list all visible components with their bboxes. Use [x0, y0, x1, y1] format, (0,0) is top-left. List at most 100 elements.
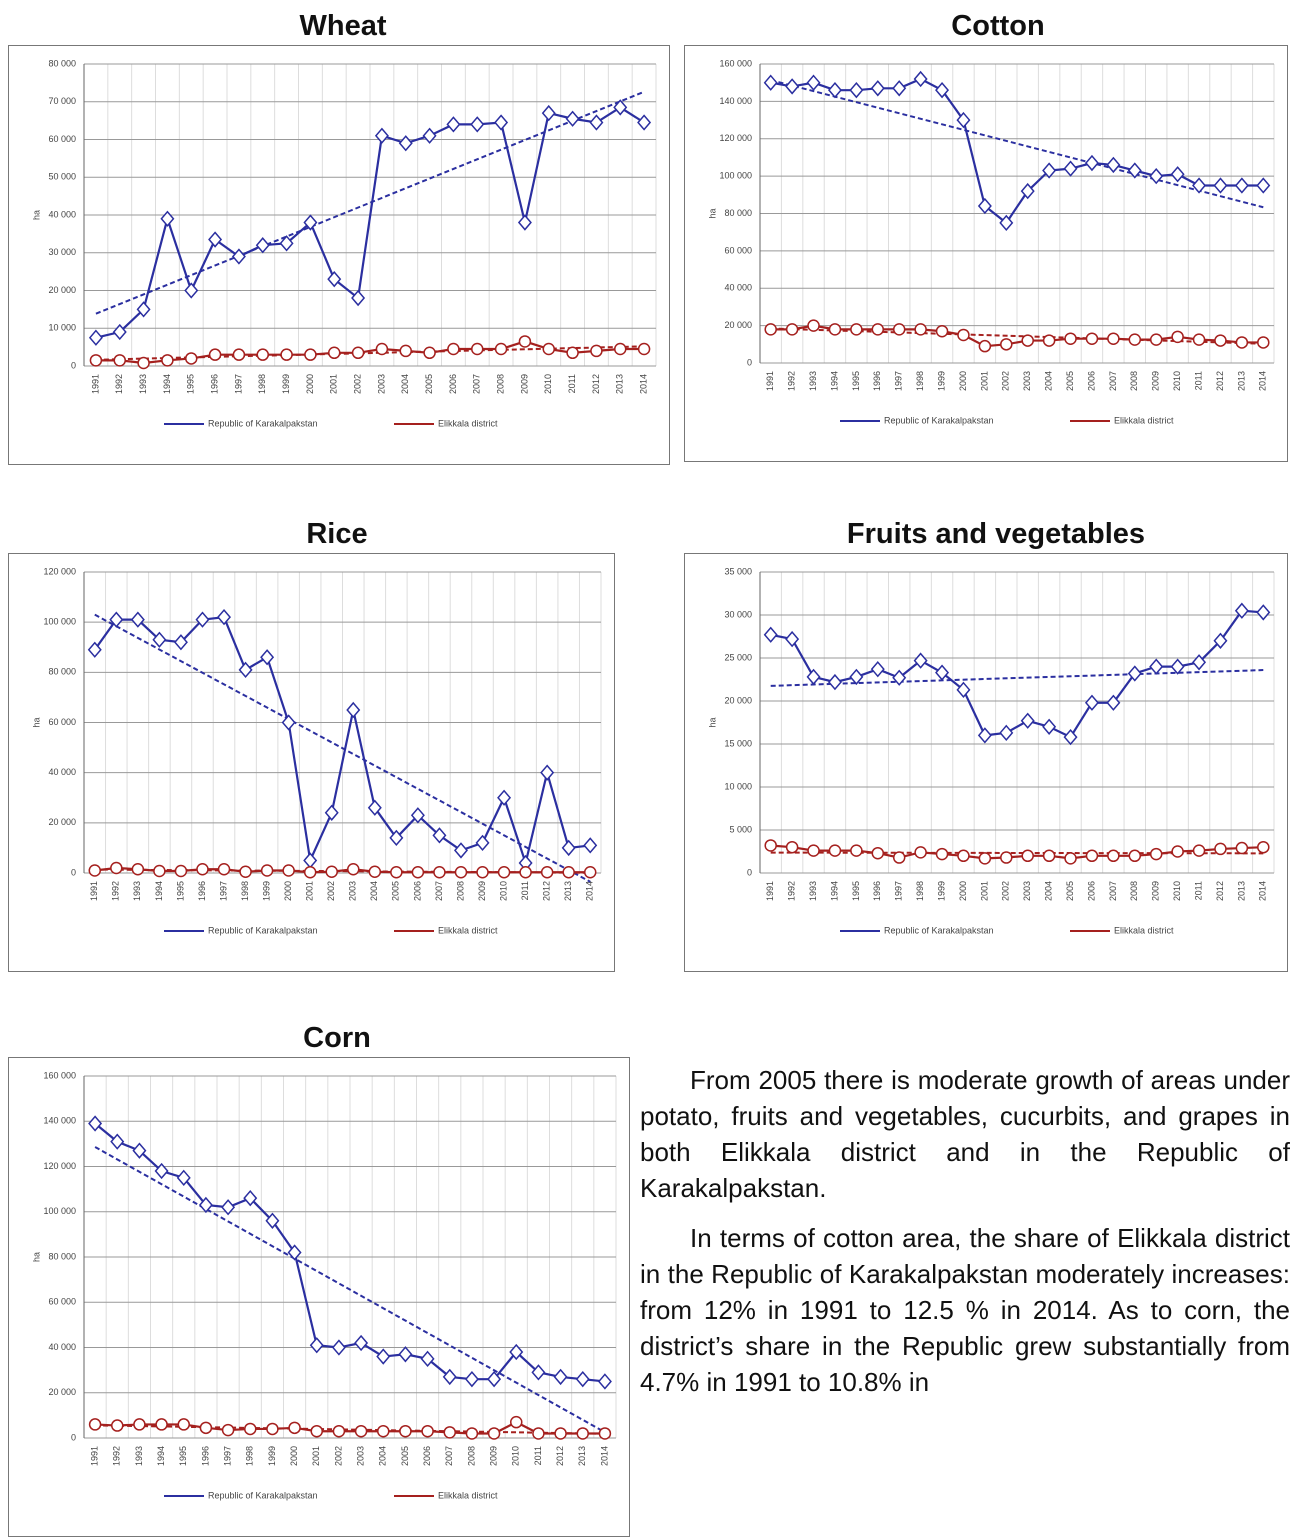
- y-tick-label: 40 000: [48, 209, 76, 219]
- marker: [266, 1422, 279, 1436]
- marker: [827, 673, 842, 691]
- marker: [583, 837, 598, 854]
- marker: [1085, 849, 1099, 863]
- marker: [1021, 849, 1034, 863]
- x-tick-label: 1999: [936, 371, 946, 391]
- chart: 0 20 000 40 000 60 000 80 000 100 000 120 000 h…: [8, 553, 615, 972]
- y-tick-label: 100 000: [43, 617, 76, 627]
- marker: [131, 862, 145, 876]
- x-tick-label: 2011: [520, 881, 530, 900]
- x-tick-label: 2009: [519, 374, 529, 394]
- marker: [871, 323, 885, 336]
- marker: [935, 664, 950, 681]
- x-tick-label: 2012: [1215, 371, 1225, 391]
- marker: [541, 104, 556, 122]
- marker: [398, 135, 413, 152]
- x-tick-label: 1991: [89, 881, 99, 901]
- marker: [279, 235, 294, 252]
- x-tick-label: 2002: [1001, 371, 1011, 391]
- y-tick-label: 20 000: [48, 817, 76, 827]
- trend-line: [94, 1146, 606, 1434]
- marker: [88, 864, 102, 877]
- x-tick-label: 2006: [1086, 371, 1096, 391]
- marker: [287, 1244, 302, 1261]
- marker: [351, 346, 365, 360]
- x-tick-label: 1999: [281, 374, 291, 394]
- marker: [977, 727, 992, 744]
- y-tick-label: 35 000: [724, 566, 752, 576]
- marker: [265, 1212, 280, 1229]
- marker: [914, 846, 927, 859]
- x-tick-label: 2014: [599, 1446, 609, 1466]
- marker: [1149, 847, 1163, 861]
- x-tick-label: 1995: [175, 881, 185, 901]
- marker: [325, 865, 338, 878]
- trend-line: [95, 90, 645, 315]
- marker: [892, 851, 906, 864]
- marker: [185, 352, 198, 365]
- legend-label: Republic of Karakalpakstan: [208, 925, 318, 935]
- trend-line: [770, 669, 1264, 687]
- x-tick-label: 2002: [333, 1446, 343, 1466]
- marker: [1063, 160, 1078, 177]
- y-tick-label: 20 000: [48, 285, 76, 295]
- marker: [540, 764, 555, 781]
- x-tick-label: 2013: [563, 881, 573, 901]
- x-tick-label: 2002: [1001, 881, 1011, 901]
- marker: [914, 323, 927, 336]
- trend-line: [770, 79, 1264, 209]
- marker: [446, 116, 461, 133]
- marker: [184, 282, 199, 299]
- marker: [332, 1424, 346, 1438]
- marker: [1235, 336, 1249, 349]
- y-tick-label: 100 000: [719, 171, 752, 181]
- marker: [368, 865, 382, 878]
- marker: [487, 1371, 502, 1388]
- x-tick-label: 2003: [376, 374, 386, 394]
- x-tick-label: 1992: [111, 881, 121, 901]
- marker: [420, 1350, 435, 1367]
- marker: [785, 78, 800, 95]
- y-tick-label: 80 000: [48, 667, 76, 677]
- paragraph: From 2005 there is moderate growth of ar…: [640, 1065, 1290, 1203]
- marker: [518, 335, 532, 348]
- x-tick-label: 1997: [222, 1446, 232, 1466]
- y-axis-label: ha: [707, 208, 717, 218]
- marker: [956, 681, 971, 698]
- marker: [347, 862, 360, 876]
- marker: [1149, 333, 1163, 346]
- x-tick-label: 2007: [472, 374, 482, 394]
- marker: [174, 864, 188, 878]
- x-tick-label: 2004: [1044, 371, 1054, 391]
- marker: [331, 1339, 346, 1356]
- x-tick-label: 2004: [369, 881, 379, 901]
- marker: [1257, 840, 1270, 854]
- marker: [260, 864, 274, 877]
- trend-line: [94, 613, 591, 883]
- marker: [807, 844, 820, 857]
- y-tick-label: 50 000: [48, 172, 76, 182]
- marker: [1149, 167, 1164, 185]
- marker: [88, 1115, 103, 1132]
- marker: [198, 1196, 213, 1214]
- marker: [243, 1190, 258, 1207]
- y-tick-label: 20 000: [48, 1387, 76, 1397]
- y-tick-label: 80 000: [724, 208, 752, 218]
- marker: [136, 301, 151, 318]
- marker: [553, 1368, 568, 1386]
- y-tick-label: 15 000: [724, 738, 752, 748]
- x-tick-label: 1992: [112, 1446, 122, 1466]
- marker: [153, 864, 166, 878]
- marker: [763, 626, 778, 643]
- marker: [561, 839, 576, 857]
- marker: [137, 356, 150, 370]
- marker: [399, 344, 412, 358]
- marker: [540, 865, 554, 879]
- marker: [566, 346, 579, 360]
- marker: [785, 840, 799, 854]
- x-tick-label: 2001: [979, 371, 989, 391]
- y-tick-label: 160 000: [719, 58, 752, 68]
- x-tick-label: 2013: [577, 1446, 587, 1466]
- marker: [195, 611, 210, 628]
